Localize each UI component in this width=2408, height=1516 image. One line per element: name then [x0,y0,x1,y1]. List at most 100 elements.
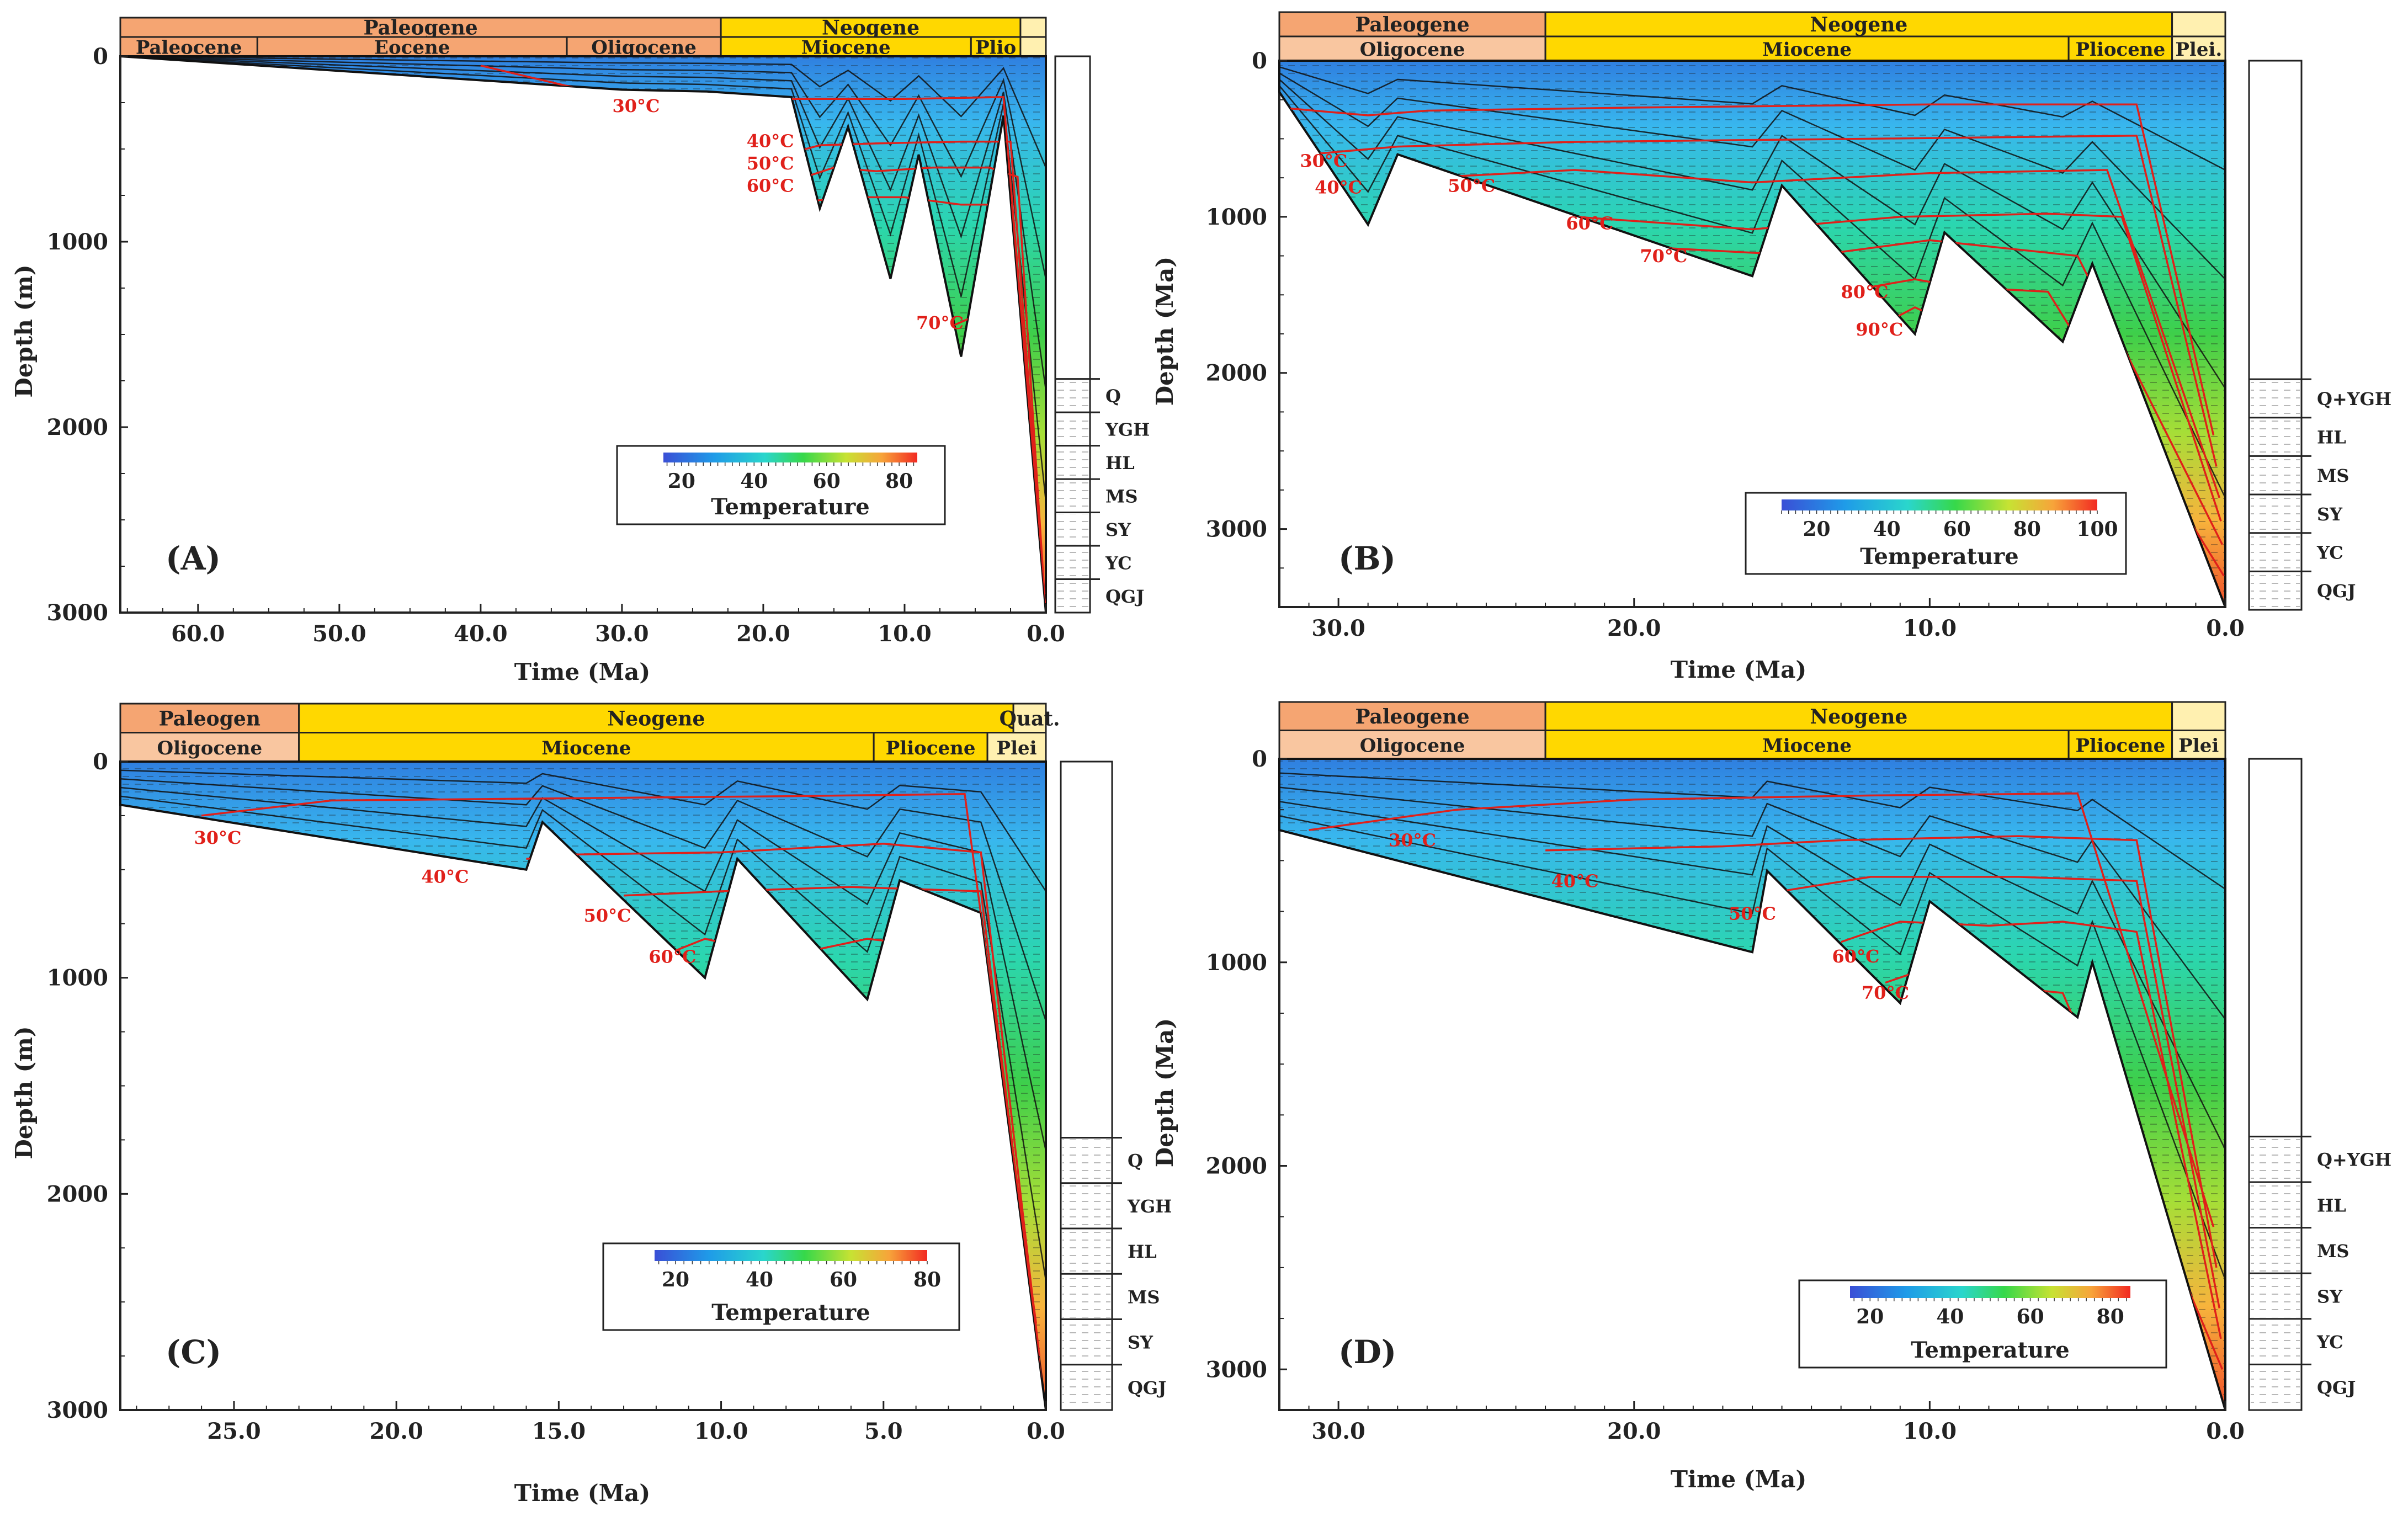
lithology-pattern [1057,481,1088,511]
colorbar-tick-label: 40 [1873,518,1901,541]
x-tick-label: 0.0 [1027,1418,1065,1444]
isotherm-label: 70°C [1640,246,1687,267]
lithology-label: Q [1128,1151,1143,1172]
lithology-pattern [1062,1366,1110,1408]
y-tick-label: 2000 [47,414,108,440]
lithology-pattern [1057,547,1088,578]
epoch-label: Pliocene [2075,735,2165,757]
y-tick-label: 1000 [47,229,108,255]
panel-label: (D) [1338,1333,1396,1371]
era-label: Neogene [607,707,705,730]
era-label: Quat. [1000,707,1060,730]
epoch-label: Pliocene [2075,39,2165,61]
x-tick-label: 20.0 [369,1418,423,1444]
epoch-label: Miocene [1762,735,1852,757]
isotherm-label: 50°C [747,153,794,174]
y-tick-label: 1000 [1206,204,1267,230]
colorbar-tick-label: 40 [740,470,768,493]
colorbar-tick-label: 100 [2076,518,2118,541]
era-band [1278,701,1546,731]
x-axis-label: Time (Ma) [514,658,650,685]
era-label: Paleogene [1355,705,1469,728]
colorbar-title: Temperature [1911,1337,2069,1363]
layer-boundary [1279,61,2225,498]
lithology-pattern [2251,1138,2300,1180]
colorbar-tick-label: 20 [668,470,695,493]
era-label: Neogene [822,17,919,40]
lithology-label: SY [2317,504,2343,525]
epoch-label: Miocene [801,37,891,59]
layer-boundary [120,56,1046,502]
epoch-label: Plei [997,737,1037,759]
x-tick-label: 20.0 [1607,1418,1661,1444]
lithology-pattern [1062,1275,1110,1318]
lithology-label: HL [1105,453,1135,474]
x-tick-label: 10.0 [1903,1418,1957,1444]
isotherm-label: 30°C [613,95,660,116]
lithology-pattern [1062,1321,1110,1363]
lithology-label: HL [1128,1241,1157,1262]
y-tick-label: 0 [93,749,108,775]
isotherm-label: 30°C [194,827,242,848]
x-tick-label: 10.0 [694,1418,748,1444]
isotherm-label: 60°C [1832,946,1879,967]
colorbar-tick-label: 20 [1856,1305,1884,1328]
colorbar-gradient [1782,499,2097,510]
isotherm-label: 40°C [747,131,794,152]
isotherm-label: 50°C [584,905,631,926]
isotherm-line [1279,103,2215,436]
era-band [2171,701,2226,731]
era-band [1012,703,1047,733]
epoch-label: Eocene [374,37,450,59]
y-tick-label: 0 [93,44,108,70]
epoch-band [970,36,1022,57]
colorbar-gradient [663,453,917,462]
x-tick-label: 5.0 [864,1418,903,1444]
y-tick-label: 3000 [47,600,108,626]
panel-a: Paleogene Neogene Paleocene Eocene Oligocene… [10,17,1150,686]
x-tick-label: 20.0 [736,621,790,647]
colorbar-gradient [1850,1286,2130,1298]
isotherm-line [1309,792,2215,1227]
y-tick-label: 3000 [47,1397,108,1423]
isotherm-label: 60°C [648,946,696,967]
x-tick-label: 0.0 [2206,1418,2245,1444]
isotherm-line [791,140,1044,576]
lithology-label: MS [1105,486,1138,507]
era-band [2171,11,2226,38]
isotherm-label: 50°C [1729,903,1776,924]
panel-label: (A) [166,540,221,577]
lithology-pattern [1057,447,1088,478]
x-tick-label: 10.0 [1903,615,1957,641]
era-band [1019,17,1047,38]
lithology-pattern [1062,1230,1110,1273]
y-axis-label: Depth (Ma) [1151,1018,1178,1168]
lithology-label: SY [2317,1286,2343,1307]
panel-c: Paleogen Neogene Quat. Oligocene Miocene Plio… [10,703,1172,1507]
x-tick-label: 0.0 [1027,621,1065,647]
colorbar-tick-label: 20 [1803,518,1831,541]
lithology-pattern [2251,1184,2300,1226]
layer-boundary [1279,759,2225,1150]
era-label: Paleogene [1355,13,1469,36]
lithology-label: Q+YGH [2317,389,2391,409]
lithology-pattern [2251,381,2300,416]
isotherm-label: 80°C [1841,281,1889,302]
isotherm-label: 60°C [747,175,794,196]
isotherm-label: 40°C [1315,177,1362,198]
lithology-label: QGJ [1105,586,1144,607]
y-axis-label: Depth (Ma) [1151,257,1178,406]
lithology-pattern [2251,458,2300,493]
x-tick-label: 25.0 [207,1418,261,1444]
epoch-label: Oligocene [1360,39,1465,61]
lithology-pattern [1057,380,1088,411]
isotherm-label: 50°C [1448,175,1495,196]
lithology-pattern [2251,1366,2300,1408]
x-axis-label: Time (Ma) [1671,1466,1806,1493]
era-label: Neogene [1810,705,1907,728]
colorbar-tick-label: 80 [913,1268,941,1291]
colorbar-title: Temperature [711,494,869,520]
x-tick-label: 60.0 [171,621,225,647]
lithology-pattern [2251,1320,2300,1363]
